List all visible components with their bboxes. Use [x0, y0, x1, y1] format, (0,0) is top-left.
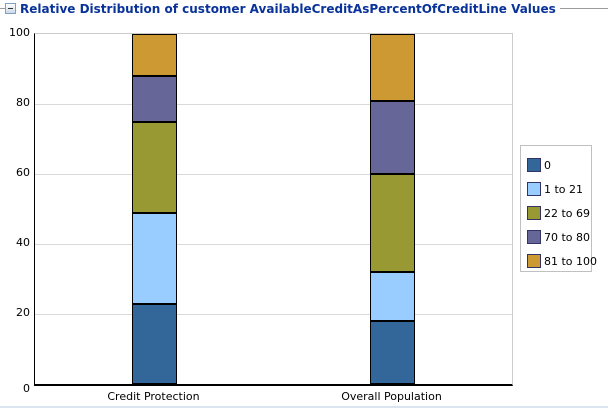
legend-swatch-icon — [527, 206, 541, 220]
legend-label: 81 to 100 — [544, 254, 598, 268]
bar-segment-0[interactable] — [132, 303, 177, 384]
stacked-bar-credit-protection — [132, 34, 177, 384]
legend-item: 1 to 21 — [527, 177, 591, 201]
legend-item: 70 to 80 — [527, 225, 591, 249]
y-tick-label: 40 — [16, 236, 30, 249]
bar-segment-22-to-69[interactable] — [370, 174, 415, 272]
bar-segment-81-to-100[interactable] — [370, 34, 415, 101]
gridline — [35, 174, 512, 175]
gridline — [35, 244, 512, 245]
stacked-bar-overall-population — [370, 34, 415, 384]
legend-item: 0 — [527, 153, 591, 177]
legend-label: 70 to 80 — [544, 230, 591, 244]
bar-segment-1-to-21[interactable] — [370, 272, 415, 321]
legend-swatch-icon — [527, 230, 541, 244]
y-tick-label: 20 — [16, 306, 30, 319]
panel-header: Relative Distribution of customer Availa… — [0, 0, 608, 17]
collapse-minus-icon[interactable] — [5, 3, 16, 14]
legend-box: 0 1 to 21 22 to 69 70 to 80 81 to 100 — [520, 145, 597, 273]
panel-bottom-border — [0, 406, 608, 408]
legend-swatch-icon — [527, 254, 541, 268]
legend-item: 22 to 69 — [527, 201, 591, 225]
y-tick-label: 60 — [16, 166, 30, 179]
bar-segment-1-to-21[interactable] — [132, 212, 177, 304]
legend-swatch-icon — [527, 158, 541, 172]
x-category-label: Overall Population — [341, 390, 442, 403]
legend-swatch-icon — [527, 182, 541, 196]
y-tick-label: 0 — [23, 382, 30, 395]
bar-segment-81-to-100[interactable] — [132, 34, 177, 76]
bar-segment-22-to-69[interactable] — [132, 121, 177, 213]
legend-label: 0 — [544, 158, 551, 172]
legend-label: 22 to 69 — [544, 206, 591, 220]
y-tick-label: 80 — [16, 96, 30, 109]
bar-segment-70-to-80[interactable] — [132, 76, 177, 122]
header-rule-right — [559, 8, 608, 9]
plot-area — [34, 33, 513, 386]
x-category-label: Credit Protection — [107, 390, 200, 403]
legend-item: 81 to 100 — [527, 249, 597, 273]
y-tick-label: 100 — [9, 26, 30, 39]
bar-segment-0[interactable] — [370, 321, 415, 384]
panel-title: Relative Distribution of customer Availa… — [20, 1, 556, 16]
bar-segment-70-to-80[interactable] — [370, 100, 415, 174]
gridline — [35, 104, 512, 105]
header-rule-left — [0, 8, 5, 9]
gridline — [35, 314, 512, 315]
legend-label: 1 to 21 — [544, 182, 584, 196]
